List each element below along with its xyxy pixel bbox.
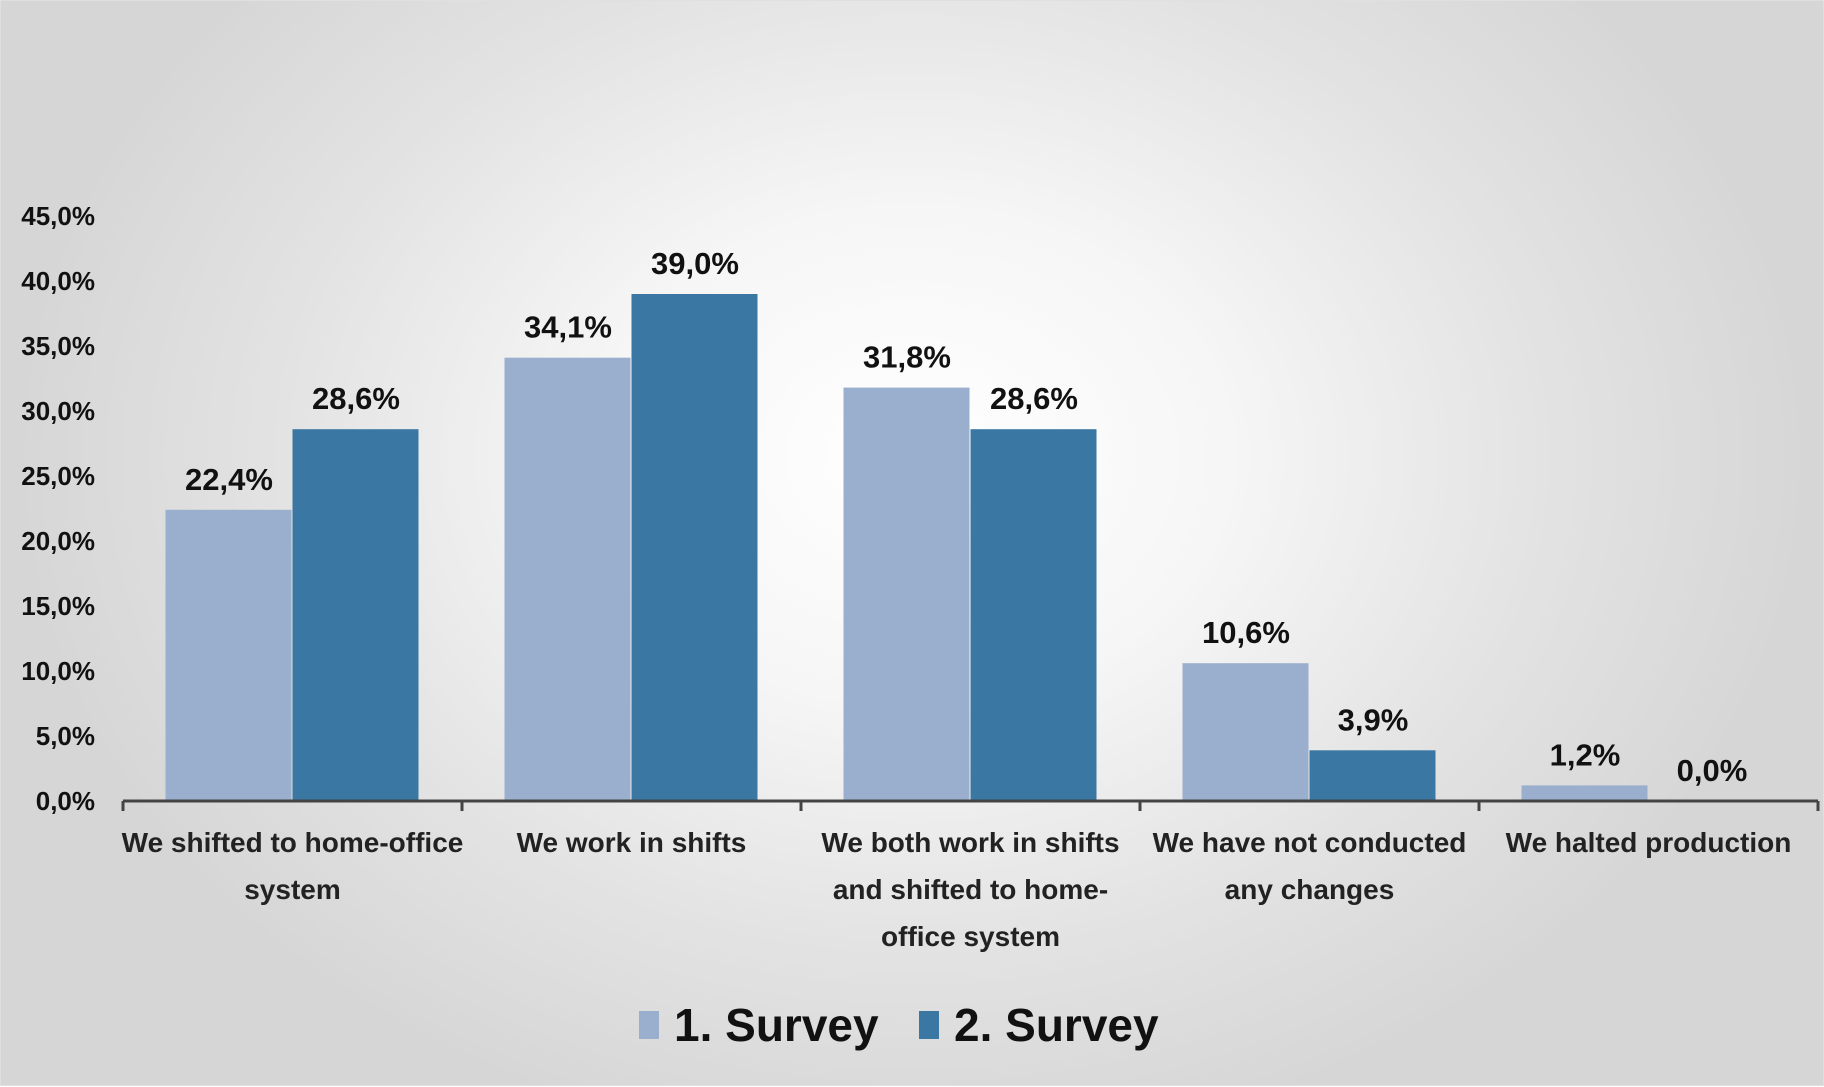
- data-label: 31,8%: [863, 340, 951, 375]
- bar: [504, 357, 631, 801]
- data-label: 39,0%: [651, 246, 739, 281]
- legend-swatch: [919, 1011, 939, 1039]
- bar: [1309, 750, 1436, 801]
- data-label: 28,6%: [312, 381, 400, 416]
- y-tick-label: 35,0%: [21, 331, 95, 361]
- y-tick-label: 10,0%: [21, 656, 95, 686]
- y-tick-label: 20,0%: [21, 526, 95, 556]
- data-label: 22,4%: [185, 462, 273, 497]
- legend-label: 1. Survey: [674, 999, 879, 1051]
- data-label: 1,2%: [1550, 737, 1621, 772]
- x-tick-label: system: [244, 874, 341, 905]
- y-tick-label: 25,0%: [21, 461, 95, 491]
- data-label: 10,6%: [1202, 615, 1290, 650]
- bar: [631, 294, 758, 801]
- y-tick-label: 5,0%: [36, 721, 95, 751]
- x-tick-label: We work in shifts: [517, 827, 747, 858]
- x-tick-label: We have not conducted: [1153, 827, 1467, 858]
- bar: [843, 387, 970, 801]
- y-tick-label: 0,0%: [36, 786, 95, 816]
- x-tick-label: We both work in shifts: [821, 827, 1119, 858]
- y-tick-label: 45,0%: [21, 201, 95, 231]
- bar: [1182, 663, 1309, 801]
- x-tick-label: We halted production: [1506, 827, 1792, 858]
- data-label: 0,0%: [1677, 753, 1748, 788]
- y-tick-label: 40,0%: [21, 266, 95, 296]
- bar: [1521, 785, 1648, 801]
- y-tick-label: 15,0%: [21, 591, 95, 621]
- legend-label: 2. Survey: [954, 999, 1159, 1051]
- data-label: 28,6%: [990, 381, 1078, 416]
- bar: [165, 509, 292, 801]
- bar: [970, 429, 1097, 801]
- y-tick-label: 30,0%: [21, 396, 95, 426]
- data-label: 34,1%: [524, 310, 612, 345]
- x-tick-label: any changes: [1225, 874, 1395, 905]
- bar: [292, 429, 419, 801]
- x-tick-label: We shifted to home-office: [122, 827, 464, 858]
- legend-swatch: [639, 1011, 659, 1039]
- data-label: 3,9%: [1338, 702, 1409, 737]
- x-tick-label: office system: [881, 921, 1060, 952]
- x-tick-label: and shifted to home-: [833, 874, 1108, 905]
